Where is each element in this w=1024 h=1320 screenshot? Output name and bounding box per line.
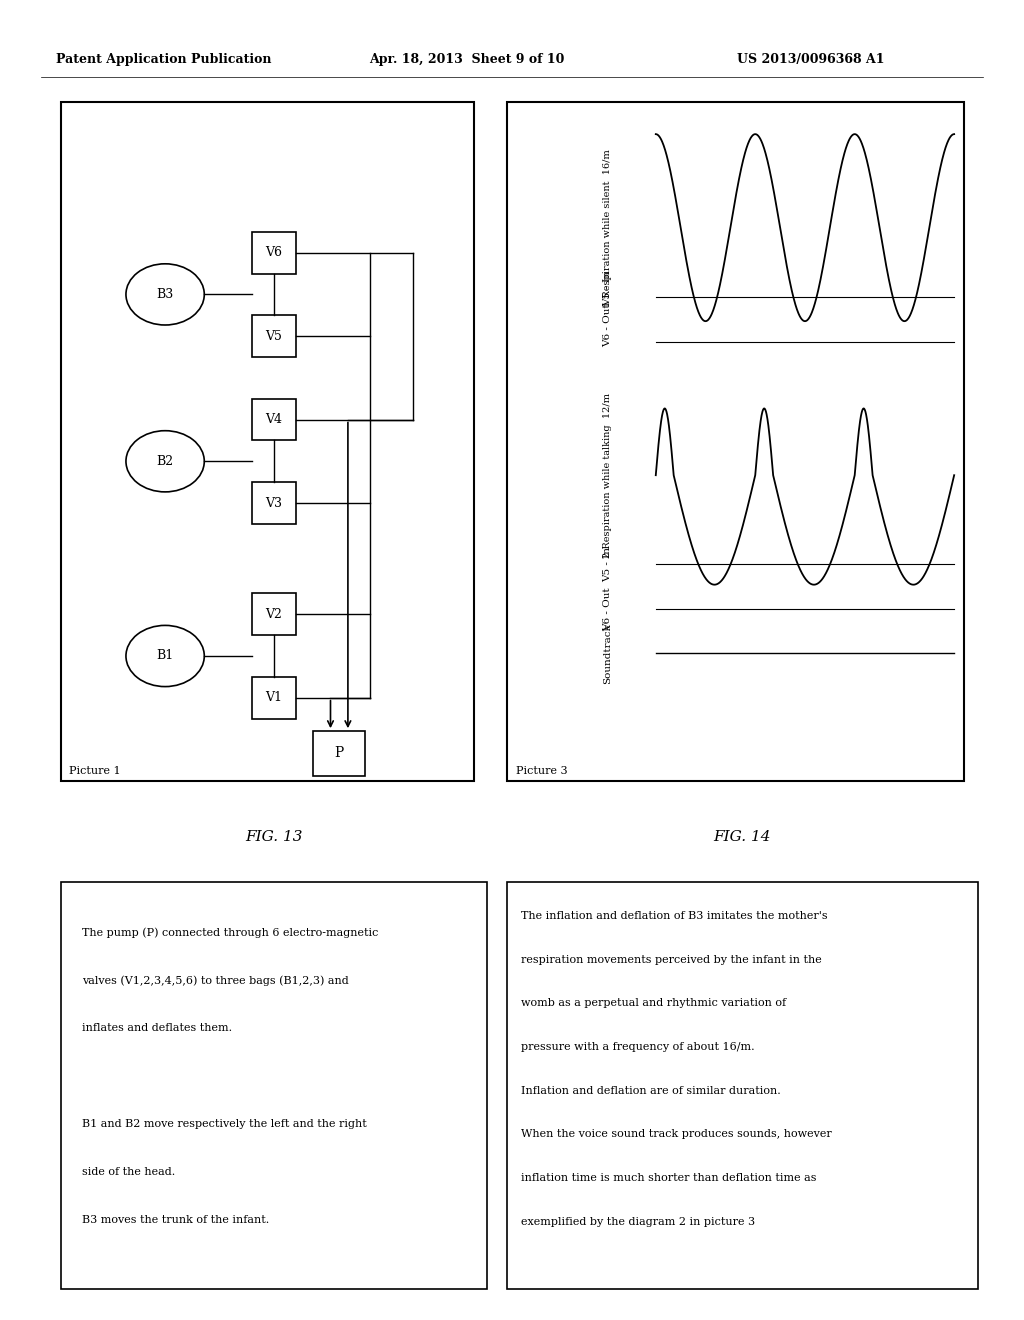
Text: inflates and deflates them.: inflates and deflates them.	[82, 1023, 232, 1034]
Bar	[60, 103, 474, 781]
Text: pressure with a frequency of about 16/m.: pressure with a frequency of about 16/m.	[521, 1041, 755, 1052]
Text: B2: B2	[157, 455, 174, 467]
Text: Picture 3: Picture 3	[516, 766, 568, 776]
Text: B3: B3	[157, 288, 174, 301]
Text: inflation time is much shorter than deflation time as: inflation time is much shorter than defl…	[521, 1173, 816, 1183]
Ellipse shape	[126, 430, 205, 492]
Text: Inflation and deflation are of similar duration.: Inflation and deflation are of similar d…	[521, 1085, 780, 1096]
Text: 2 Respiration while talking  12/m: 2 Respiration while talking 12/m	[603, 393, 612, 558]
Text: The inflation and deflation of B3 imitates the mother's: The inflation and deflation of B3 imitat…	[521, 911, 827, 921]
Ellipse shape	[126, 264, 205, 325]
Bar	[252, 482, 296, 524]
Text: B1 and B2 move respectively the left and the right: B1 and B2 move respectively the left and…	[82, 1119, 368, 1129]
Text: exemplified by the diagram 2 in picture 3: exemplified by the diagram 2 in picture …	[521, 1217, 755, 1226]
Text: Apr. 18, 2013  Sheet 9 of 10: Apr. 18, 2013 Sheet 9 of 10	[369, 53, 564, 66]
Text: V6 - Out: V6 - Out	[603, 304, 612, 347]
Text: V5: V5	[265, 330, 283, 343]
Text: The pump (P) connected through 6 electro-magnetic: The pump (P) connected through 6 electro…	[82, 928, 379, 939]
Text: Soundtrack: Soundtrack	[603, 623, 612, 684]
Text: 1 Respiration while silent  16/m: 1 Respiration while silent 16/m	[603, 149, 612, 306]
Text: V4: V4	[265, 413, 283, 426]
Text: respiration movements perceived by the infant in the: respiration movements perceived by the i…	[521, 954, 822, 965]
Text: valves (V1,2,3,4,5,6) to three bags (B1,2,3) and: valves (V1,2,3,4,5,6) to three bags (B1,…	[82, 975, 349, 986]
Bar	[252, 232, 296, 273]
Text: B3 moves the trunk of the infant.: B3 moves the trunk of the infant.	[82, 1214, 269, 1225]
Text: FIG. 13: FIG. 13	[245, 830, 303, 843]
Bar	[252, 399, 296, 441]
Text: When the voice sound track produces sounds, however: When the voice sound track produces soun…	[521, 1130, 831, 1139]
Text: US 2013/0096368 A1: US 2013/0096368 A1	[737, 53, 885, 66]
Text: Picture 1: Picture 1	[70, 766, 121, 776]
Text: womb as a perpetual and rhythmic variation of: womb as a perpetual and rhythmic variati…	[521, 998, 786, 1008]
Bar	[507, 103, 964, 781]
Text: V2: V2	[265, 607, 283, 620]
Text: Patent Application Publication: Patent Application Publication	[56, 53, 271, 66]
Bar	[313, 731, 366, 776]
Text: V5 - In: V5 - In	[603, 272, 612, 306]
Text: V6: V6	[265, 247, 283, 259]
Text: FIG. 14: FIG. 14	[714, 830, 771, 843]
Text: V6 - Out: V6 - Out	[603, 587, 612, 631]
Text: side of the head.: side of the head.	[82, 1167, 176, 1177]
Text: V1: V1	[265, 692, 283, 704]
Text: B1: B1	[157, 649, 174, 663]
Text: V3: V3	[265, 496, 283, 510]
Text: P: P	[335, 746, 344, 760]
Bar	[252, 677, 296, 718]
Bar	[252, 315, 296, 356]
Text: V5 - In: V5 - In	[603, 546, 612, 582]
Bar	[252, 594, 296, 635]
Ellipse shape	[126, 626, 205, 686]
